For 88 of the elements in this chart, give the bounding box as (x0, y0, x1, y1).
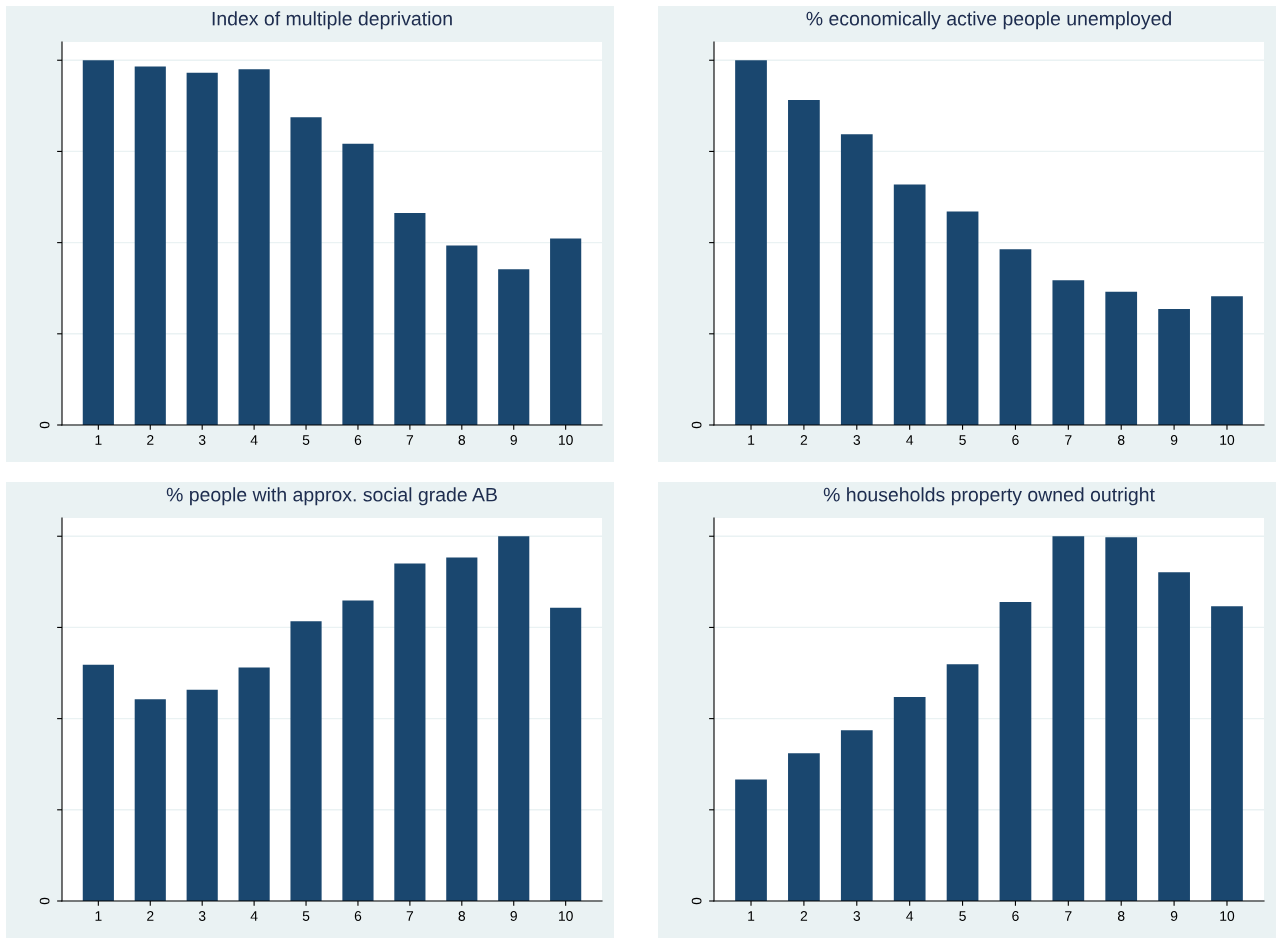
bar (550, 607, 582, 901)
bar (498, 269, 530, 425)
bar (1211, 606, 1243, 901)
bar (238, 69, 270, 425)
x-tick-label: 9 (1170, 435, 1178, 445)
x-tick-label: 5 (302, 911, 310, 921)
chart-title: % economically active people unemployed (806, 11, 1171, 30)
x-tick-label: 7 (1065, 911, 1072, 921)
bar (342, 143, 374, 425)
bar (735, 60, 767, 425)
x-tick-label: 1 (95, 435, 102, 445)
x-tick-label: 6 (1012, 911, 1019, 921)
bar (893, 697, 926, 901)
bar (788, 753, 820, 901)
bar (394, 213, 426, 425)
bar (446, 557, 478, 901)
bar (1105, 537, 1138, 901)
bar (134, 699, 166, 901)
bar (1052, 536, 1085, 901)
chart-title: % households property owned outright (823, 487, 1155, 506)
bar (893, 184, 926, 425)
bar (999, 601, 1032, 901)
bar (735, 779, 767, 901)
bar (1105, 291, 1138, 425)
bar (1052, 280, 1085, 425)
x-tick-label: 9 (1170, 911, 1178, 921)
text: 0 (691, 897, 702, 905)
bar (498, 536, 530, 901)
bar (1211, 296, 1243, 425)
x-tick-label: 7 (406, 435, 414, 445)
x-tick-label: 8 (1117, 435, 1125, 445)
bar (1158, 572, 1190, 901)
x-tick-label: 3 (198, 911, 206, 921)
bar (840, 730, 873, 901)
x-tick-label: 10 (558, 435, 573, 445)
bar (342, 600, 374, 901)
bar (946, 664, 979, 901)
text: 0 (39, 421, 50, 429)
bar (186, 72, 218, 425)
x-tick-label: 4 (906, 435, 914, 445)
bar (999, 249, 1032, 425)
x-tick-label: 3 (853, 435, 861, 445)
x-tick-label: 6 (1012, 435, 1019, 445)
x-tick-label: 4 (906, 911, 914, 921)
text: 0 (691, 421, 702, 429)
bar (788, 100, 820, 425)
text: 0 (39, 897, 50, 905)
x-tick-label: 10 (1220, 435, 1235, 445)
bar (82, 664, 114, 901)
x-tick-label: 8 (1117, 911, 1125, 921)
x-tick-label: 1 (748, 911, 755, 921)
bar (238, 667, 270, 901)
x-tick-label: 4 (250, 911, 258, 921)
x-tick-label: 10 (1220, 911, 1235, 921)
x-tick-label: 6 (354, 435, 362, 445)
chart-title: Index of multiple deprivation (212, 11, 452, 30)
x-tick-label: 2 (800, 911, 808, 921)
bar (446, 245, 478, 425)
bar (290, 621, 322, 901)
bar (186, 689, 218, 901)
bar (550, 238, 582, 425)
x-tick-label: 1 (95, 911, 102, 921)
x-tick-label: 2 (147, 435, 154, 445)
x-tick-label: 1 (748, 435, 755, 445)
bar (82, 60, 114, 425)
x-tick-label: 6 (354, 911, 362, 921)
x-tick-label: 3 (853, 911, 861, 921)
x-tick-label: 5 (302, 435, 310, 445)
x-tick-label: 2 (800, 435, 808, 445)
chart-title: % people with approx. social grade AB (166, 487, 497, 506)
x-tick-label: 10 (558, 911, 573, 921)
bar (290, 117, 322, 425)
x-tick-label: 3 (198, 435, 206, 445)
bar (946, 211, 979, 425)
bar (394, 563, 426, 901)
x-tick-label: 5 (959, 911, 966, 921)
x-tick-label: 9 (510, 435, 517, 445)
x-tick-label: 5 (959, 435, 966, 445)
x-tick-label: 7 (1065, 435, 1072, 445)
bar (1158, 309, 1190, 425)
x-tick-label: 7 (406, 911, 414, 921)
bar (134, 66, 166, 425)
x-tick-label: 4 (250, 435, 258, 445)
x-tick-label: 9 (510, 911, 517, 921)
x-tick-label: 8 (458, 435, 466, 445)
x-tick-label: 8 (458, 911, 466, 921)
x-tick-label: 2 (147, 911, 154, 921)
bar (840, 134, 873, 425)
